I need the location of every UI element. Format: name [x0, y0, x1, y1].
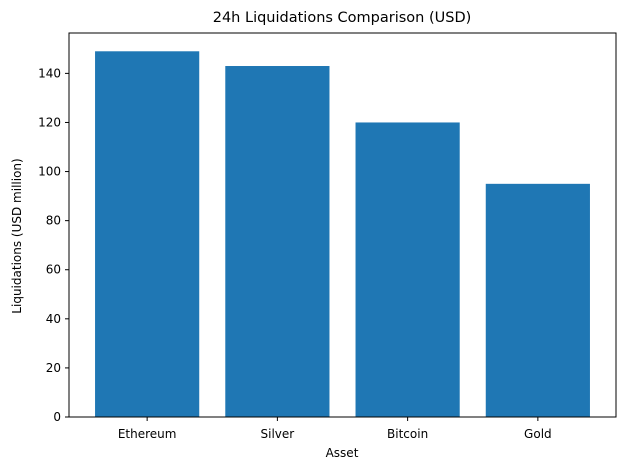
- x-tick-label: Silver: [261, 427, 295, 441]
- x-axis: Ethereum Silver Bitcoin Gold: [118, 417, 552, 441]
- y-tick-label: 40: [46, 312, 61, 326]
- y-axis-label: Liquidations (USD million): [10, 158, 24, 313]
- y-tick-label: 80: [46, 214, 61, 228]
- bars-group: [95, 51, 590, 418]
- x-tick-label: Gold: [524, 427, 552, 441]
- bar-gold: [485, 183, 590, 417]
- y-tick-label: 60: [46, 263, 61, 277]
- x-axis-label: Asset: [326, 446, 359, 460]
- y-tick-label: 140: [38, 66, 61, 80]
- y-tick-label: 120: [38, 115, 61, 129]
- bar-silver: [225, 66, 330, 418]
- y-tick-label: 20: [46, 361, 61, 375]
- x-tick-label: Bitcoin: [387, 427, 428, 441]
- bar-ethereum: [95, 51, 200, 418]
- y-axis: 0 20 40 60 80 100 120 140: [38, 66, 69, 424]
- x-tick-label: Ethereum: [118, 427, 177, 441]
- chart-title: 24h Liquidations Comparison (USD): [213, 10, 472, 26]
- plot-frame: [68, 32, 617, 418]
- y-tick-label: 100: [38, 165, 61, 179]
- y-tick-label: 0: [53, 410, 61, 424]
- bar-bitcoin: [355, 122, 460, 418]
